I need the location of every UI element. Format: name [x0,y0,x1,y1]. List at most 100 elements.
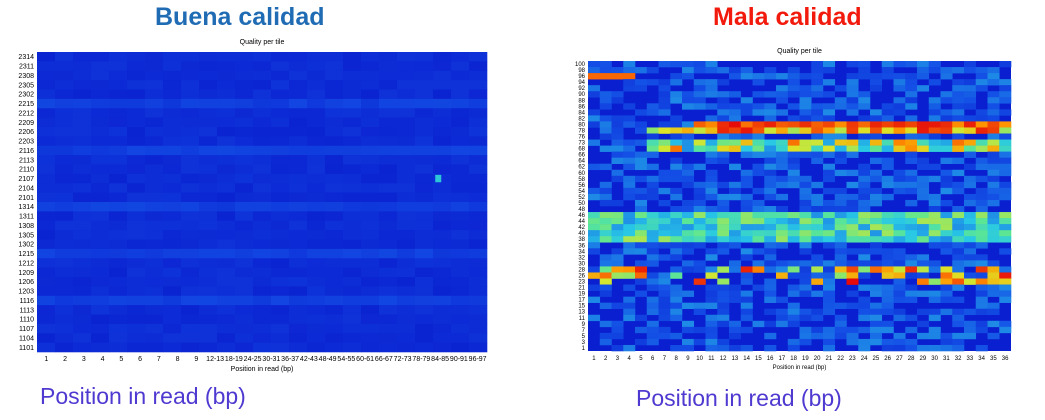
heat-cell [611,236,624,243]
heat-cell [127,248,146,259]
heat-cell [764,248,777,255]
heat-cell [987,224,1000,231]
heat-cell [163,295,182,306]
heat-cell [740,218,753,225]
heat-cell [964,199,977,207]
heat-cell [469,333,488,343]
heat-cell [199,98,218,109]
heat-cell [752,151,765,158]
heat-cell [729,145,742,152]
y-tick-label: 76 [578,135,585,141]
heat-cell [623,284,636,291]
heat-cell [646,145,659,152]
heat-cell [235,52,254,62]
y-tick-label: 2101 [18,195,34,202]
heat-cell [799,308,812,316]
heat-cell [91,211,110,222]
x-axis-label: Position in read (bp) [231,366,294,373]
heat-cell [764,157,777,165]
heat-cell [905,344,918,352]
x-tick-label: 11 [708,356,715,362]
heat-cell [740,248,753,255]
heat-cell [705,139,718,146]
heat-cell [397,230,416,240]
heat-cell [361,80,380,90]
heat-cell [599,230,612,237]
heat-cell [217,277,236,287]
heat-cell [705,127,718,134]
heat-cell [964,181,977,189]
heat-cell [433,136,452,147]
heat-cell [271,258,290,268]
heat-cell [752,91,765,98]
y-tick-label: 50 [578,201,585,207]
heat-cell [109,145,128,156]
heat-cell [776,193,789,201]
heat-cell [740,181,753,189]
heat-cell [881,284,894,291]
heat-cell [893,109,906,116]
heat-cell [823,175,836,183]
heat-cell [717,242,730,249]
heat-cell [740,109,753,116]
heat-cell [846,260,859,267]
heat-cell [163,230,182,240]
heat-cell [776,224,789,231]
heat-cell [397,108,416,118]
heat-cell [823,109,836,116]
heat-cell [905,236,918,243]
heat-cell [799,206,812,213]
heat-cell [599,67,612,74]
heat-cell [776,266,789,273]
heat-cell [705,218,718,225]
heat-cell [253,108,272,118]
heat-cell [623,242,636,249]
heat-cell [834,242,847,249]
heat-cell [37,333,56,343]
heat-cell [858,236,871,243]
heat-cell [905,296,918,303]
heat-cell [823,296,836,303]
heat-cell [952,115,965,122]
heat-cell [987,163,1000,171]
heat-cell [905,254,918,261]
heat-cell [325,333,344,343]
x-tick-label: 19 [802,356,809,362]
heat-cell [635,314,648,322]
heat-cell [235,220,254,231]
heat-cell [588,218,601,225]
heat-cell [999,224,1012,231]
heat-cell [109,89,128,100]
heat-cell [163,164,182,175]
heat-cell [73,333,92,343]
heat-cell [811,127,824,134]
heat-cell [893,332,906,340]
heat-cell [764,308,777,316]
heat-cell [623,151,636,158]
heat-cell [181,277,200,287]
heat-cell [870,314,883,322]
heat-cell [451,192,470,203]
heat-cell [870,224,883,231]
heat-cell [325,127,344,137]
heat-cell [163,136,182,147]
heat-cell [658,230,671,237]
heat-cell [611,151,624,158]
heat-cell [787,302,800,310]
heat-cell [91,342,110,353]
heat-cell [752,218,765,225]
heat-cell [307,267,326,278]
heat-cell [289,127,308,137]
heat-cell [705,224,718,231]
heat-cell [343,305,362,315]
heat-cell [764,332,777,340]
y-tick-label: 21 [578,286,585,292]
heat-cell [964,85,977,92]
heat-cell [199,183,218,193]
heat-cell [693,266,706,273]
heat-cell [823,127,836,134]
heat-cell [415,155,434,165]
heat-cell [109,323,128,334]
heat-cell [397,183,416,193]
heat-cell [670,145,683,152]
